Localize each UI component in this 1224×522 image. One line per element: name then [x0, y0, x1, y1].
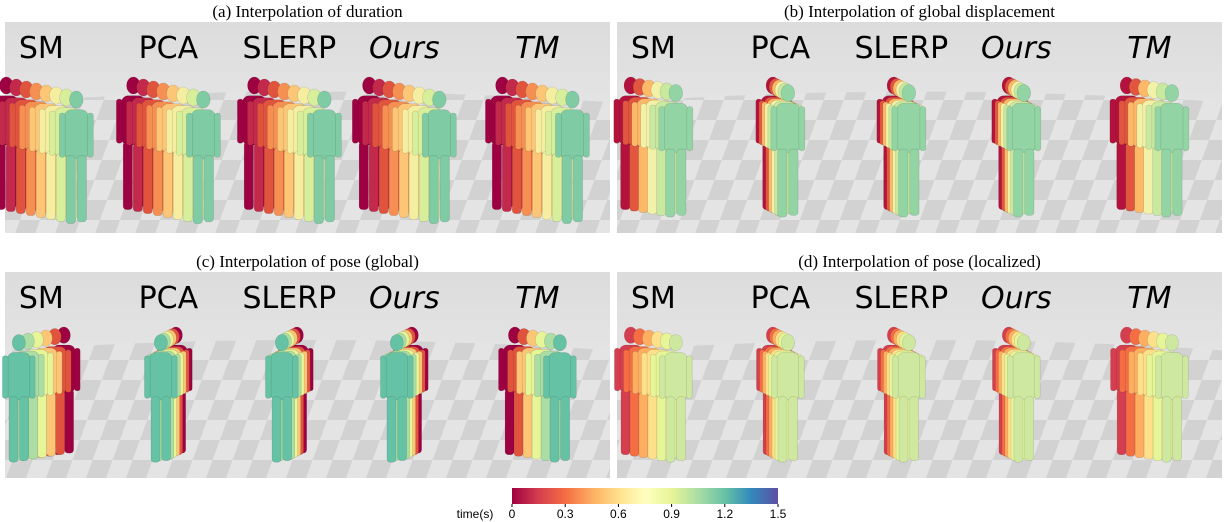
- method-label: Ours: [981, 281, 1052, 316]
- colorbar-gradient: [512, 488, 778, 504]
- colorbar-tick-label: 0.3: [557, 507, 574, 521]
- method-label: TM: [1127, 281, 1171, 316]
- panel: (c) Interpolation of pose (global) SM PCA S…: [2, 252, 610, 478]
- method-label: Ours: [369, 31, 440, 66]
- method-label: SLERP: [243, 281, 337, 316]
- panel: (b) Interpolation of global displacement…: [613, 2, 1222, 233]
- method-label: TM: [515, 31, 559, 66]
- figure-silhouette: [58, 90, 94, 224]
- panel-title: (c) Interpolation of pose (global): [196, 252, 419, 271]
- figure-silhouette: [307, 90, 342, 224]
- colorbar-tick-label: 0.9: [663, 507, 680, 521]
- figure-silhouette: [555, 90, 590, 224]
- figure-silhouette: [771, 334, 805, 463]
- figure-silhouette: [891, 84, 927, 218]
- method-label: SM: [631, 281, 676, 316]
- method-label: SLERP: [855, 31, 949, 66]
- method-label: PCA: [139, 281, 199, 316]
- figure-silhouette: [659, 334, 693, 463]
- figure-silhouette: [658, 84, 694, 218]
- figure-silhouette: [543, 334, 577, 463]
- colorbar-tick-label: 0.6: [610, 507, 627, 521]
- figure-silhouette: [186, 90, 221, 224]
- figure-silhouette: [892, 334, 926, 463]
- panel-title: (b) Interpolation of global displacement: [784, 2, 1055, 21]
- method-label: PCA: [751, 31, 811, 66]
- figure-silhouette: [1006, 84, 1042, 218]
- method-label: TM: [515, 281, 559, 316]
- panel-title: (d) Interpolation of pose (localized): [798, 252, 1041, 271]
- colorbar-tick-label: 1.5: [770, 507, 787, 521]
- method-label: PCA: [751, 281, 811, 316]
- panel-title: (a) Interpolation of duration: [212, 2, 403, 21]
- colorbar: time(s) 0 0.3 0.6 0.9 1.2 1.5: [457, 488, 787, 521]
- figure-silhouette: [2, 334, 36, 463]
- colorbar-label: time(s): [457, 507, 494, 521]
- method-label: SM: [19, 31, 64, 66]
- method-label: SM: [19, 281, 64, 316]
- figure-silhouette: [1007, 334, 1041, 463]
- panel: (d) Interpolation of pose (localized) SM P…: [614, 252, 1222, 478]
- panel: (a) Interpolation of duration SM PCA SLERP O…: [0, 2, 610, 233]
- method-label: Ours: [981, 31, 1052, 66]
- figure-silhouette: [421, 90, 457, 224]
- colorbar-tick-label: 1.2: [716, 507, 733, 521]
- method-label: SLERP: [855, 281, 949, 316]
- figure-silhouette: [380, 334, 414, 463]
- method-label: Ours: [369, 281, 440, 316]
- figure-silhouette: [144, 334, 178, 463]
- method-label: SLERP: [243, 31, 337, 66]
- colorbar-tick-label: 0: [509, 507, 516, 521]
- method-label: TM: [1127, 31, 1171, 66]
- figure-silhouette: [1155, 334, 1189, 463]
- method-label: PCA: [139, 31, 199, 66]
- figure-silhouette: [770, 84, 806, 218]
- figure-silhouette: [1154, 84, 1190, 218]
- figure-silhouette: [265, 334, 299, 463]
- method-label: SM: [631, 31, 676, 66]
